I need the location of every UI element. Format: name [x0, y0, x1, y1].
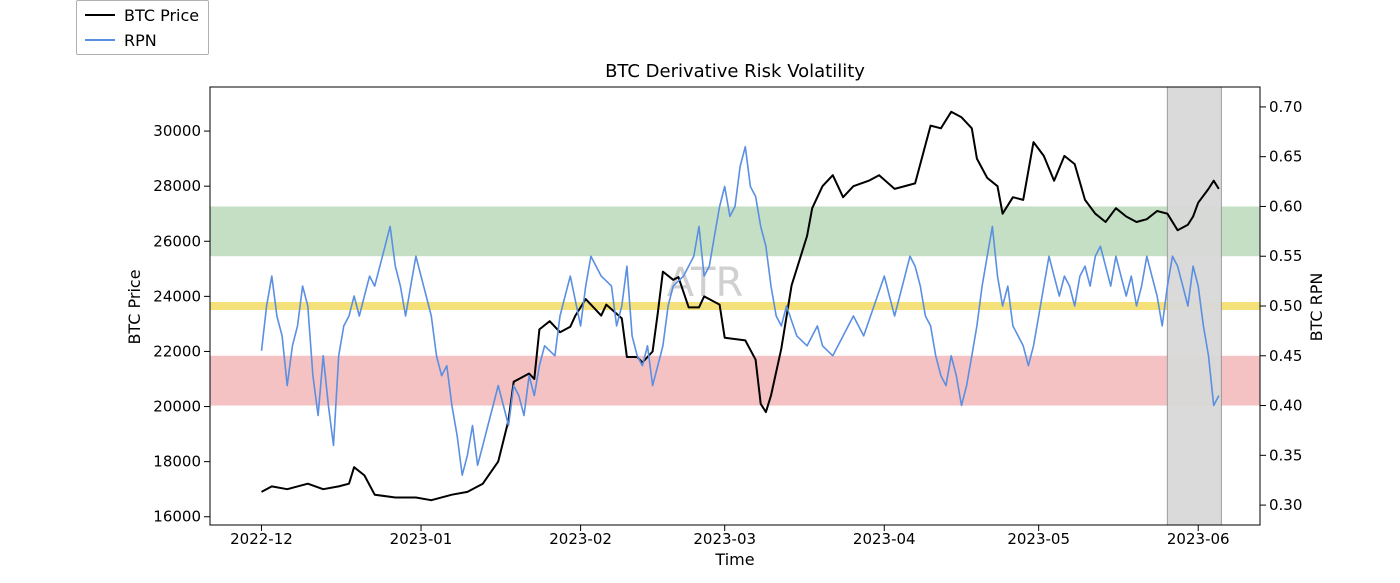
- x-tick-label: 2023-01: [390, 530, 453, 548]
- y-axis-right: 0.30 0.35 0.40 0.45 0.50 0.55 0.60 0.65 0.70: [1260, 98, 1302, 514]
- x-tick-label: 2022-12: [230, 530, 293, 548]
- y-right-tick-label: 0.60: [1269, 197, 1302, 215]
- y-left-tick-label: 16000: [153, 508, 201, 526]
- y-right-tick-label: 0.45: [1269, 347, 1302, 365]
- band-red-zone: [210, 355, 1260, 406]
- y-left-tick-label: 28000: [153, 177, 201, 195]
- x-tick-label: 2023-06: [1167, 530, 1230, 548]
- y-axis-right-label: BTC RPN: [1307, 273, 1326, 342]
- y-right-tick-label: 0.65: [1269, 148, 1302, 166]
- x-tick-label: 2023-03: [693, 530, 756, 548]
- legend-swatch-btc-price: [85, 14, 115, 16]
- legend-item-btc-price: BTC Price: [85, 5, 199, 25]
- legend-item-rpn: RPN: [85, 30, 157, 50]
- highlight-window: [1166, 86, 1222, 526]
- y-right-tick-label: 0.35: [1269, 446, 1302, 464]
- y-left-tick-label: 20000: [153, 398, 201, 416]
- y-right-tick-label: 0.70: [1269, 98, 1302, 116]
- series-line-rpn: [260, 145, 1220, 476]
- y-axis-left-label: BTC Price: [125, 269, 144, 344]
- y-right-tick-label: 0.30: [1269, 496, 1302, 514]
- legend-label-rpn: RPN: [124, 30, 157, 50]
- series-layer: [260, 110, 1220, 502]
- band-yellow-line: [210, 302, 1260, 310]
- y-right-tick-label: 0.40: [1269, 397, 1302, 415]
- x-tick-label: 2023-04: [853, 530, 916, 548]
- bands-layer: [210, 206, 1260, 406]
- x-tick-label: 2023-02: [549, 530, 612, 548]
- y-left-tick-label: 30000: [153, 122, 201, 140]
- highlight-layer: [1166, 86, 1222, 526]
- y-axis-left: 16000 18000 20000 22000 24000 26000 28000 30000: [153, 122, 210, 526]
- y-right-tick-label: 0.50: [1269, 297, 1302, 315]
- legend-swatch-rpn: [85, 39, 115, 41]
- legend-label-btc-price: BTC Price: [124, 5, 200, 25]
- chart-title: BTC Derivative Risk Volatility: [605, 61, 865, 82]
- y-left-tick-label: 18000: [153, 453, 201, 471]
- y-left-tick-label: 24000: [153, 287, 201, 305]
- y-left-tick-label: 22000: [153, 342, 201, 360]
- y-right-tick-label: 0.55: [1269, 247, 1302, 265]
- x-axis-label: Time: [714, 550, 754, 569]
- y-left-tick-label: 26000: [153, 232, 201, 250]
- band-green-zone: [210, 206, 1260, 257]
- series-line-btc-price: [261, 110, 1220, 502]
- chart-watermark: ATR: [667, 260, 743, 306]
- x-tick-label: 2023-05: [1007, 530, 1070, 548]
- x-axis: 2022-12 2023-01 2023-02 2023-03 2023-04 2023-…: [230, 525, 1230, 548]
- legend: BTC Price RPN: [76, 0, 209, 55]
